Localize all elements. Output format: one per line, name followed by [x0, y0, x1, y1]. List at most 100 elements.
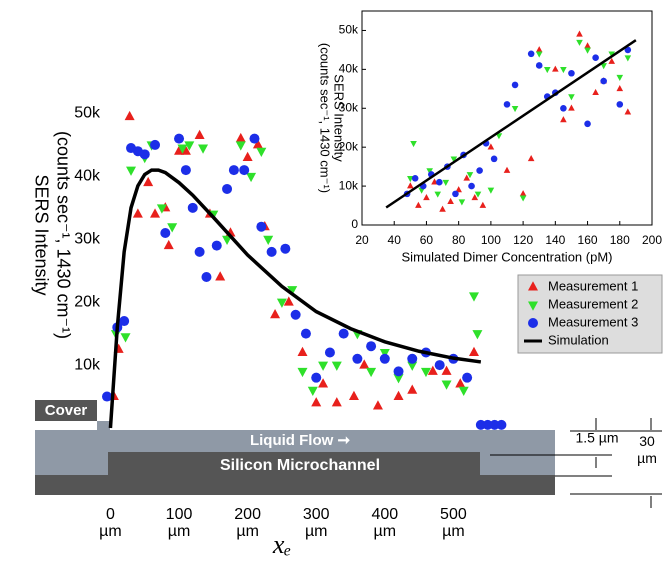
point: [246, 172, 257, 183]
y-tick-label: 20k: [74, 293, 101, 310]
point: [297, 367, 308, 378]
point: [519, 190, 527, 197]
point: [187, 202, 198, 213]
y-tick-label: 30k: [339, 100, 359, 114]
point: [256, 147, 267, 157]
x-axis-label: xₑ: [272, 530, 291, 559]
point: [535, 62, 543, 69]
y-tick-label: 40k: [339, 62, 359, 76]
point: [177, 144, 188, 154]
point: [584, 47, 591, 54]
point: [423, 193, 430, 201]
point: [194, 129, 205, 139]
point: [366, 367, 377, 378]
point: [434, 191, 442, 198]
point: [475, 419, 486, 430]
point: [352, 353, 363, 364]
point: [160, 227, 171, 238]
point: [434, 360, 445, 371]
point: [452, 190, 459, 198]
point: [511, 81, 519, 89]
point: [359, 359, 370, 369]
point: [198, 144, 209, 154]
point: [283, 296, 294, 306]
point: [235, 141, 246, 151]
point: [576, 39, 583, 46]
point: [270, 309, 281, 319]
y-axis-label: SERS Intensity: [31, 174, 51, 295]
point: [608, 51, 616, 58]
point: [468, 346, 479, 357]
x-tick-label: 400 µm: [371, 506, 399, 540]
legend: Measurement 1 Measurement 2 Measurement 3 S…: [517, 274, 663, 354]
legend-label: Measurement 3: [548, 314, 638, 329]
point: [410, 140, 417, 148]
point: [439, 205, 446, 212]
point: [436, 178, 443, 186]
point: [120, 333, 131, 343]
y-axis-label: SERS Intensity: [332, 74, 347, 162]
point: [600, 63, 607, 70]
x-tick-label: 160: [578, 233, 598, 247]
point: [393, 366, 404, 377]
point: [455, 186, 462, 193]
cover-box: [35, 400, 97, 421]
point: [174, 133, 185, 144]
point: [287, 286, 298, 296]
point: [132, 208, 143, 218]
channel-label: Silicon Microchannel: [220, 457, 380, 474]
point: [474, 191, 482, 198]
point: [311, 372, 322, 383]
point: [276, 298, 287, 308]
point: [458, 386, 469, 397]
point: [471, 193, 479, 201]
point: [393, 390, 404, 401]
point: [624, 46, 632, 54]
point: [584, 42, 591, 49]
point: [411, 175, 419, 182]
plot-frame: [361, 10, 653, 226]
legend-swatch: [528, 318, 538, 328]
point: [242, 151, 253, 161]
point: [211, 240, 222, 251]
point: [407, 361, 418, 371]
point: [407, 384, 418, 394]
point: [441, 380, 452, 390]
legend-label: Measurement 1: [548, 278, 638, 293]
point: [519, 195, 527, 202]
point: [263, 235, 274, 246]
point: [139, 149, 150, 160]
point: [455, 378, 466, 388]
point: [468, 292, 479, 302]
point: [156, 204, 167, 214]
x-tick-label: 100 µm: [165, 506, 193, 540]
cover-step: [97, 421, 110, 430]
x-tick-label: 120: [513, 233, 533, 247]
point: [495, 133, 503, 140]
point: [102, 391, 113, 402]
point: [163, 239, 174, 250]
point: [331, 397, 342, 407]
point: [576, 30, 583, 37]
point: [450, 156, 458, 163]
point: [150, 139, 161, 150]
point: [311, 397, 322, 407]
y-tick-label: 50k: [74, 105, 101, 122]
point: [535, 46, 543, 53]
point: [616, 101, 624, 108]
point: [560, 67, 567, 74]
point: [150, 208, 161, 218]
point: [482, 419, 493, 430]
flow-label: Liquid Flow ➞: [250, 432, 350, 449]
point: [600, 77, 607, 85]
point: [463, 174, 471, 181]
point: [379, 353, 390, 364]
point: [527, 155, 535, 162]
x-tick-label: 200: [642, 233, 662, 247]
point: [568, 104, 575, 111]
point: [552, 65, 559, 72]
point: [527, 50, 535, 58]
point: [252, 139, 263, 149]
point: [348, 390, 359, 401]
